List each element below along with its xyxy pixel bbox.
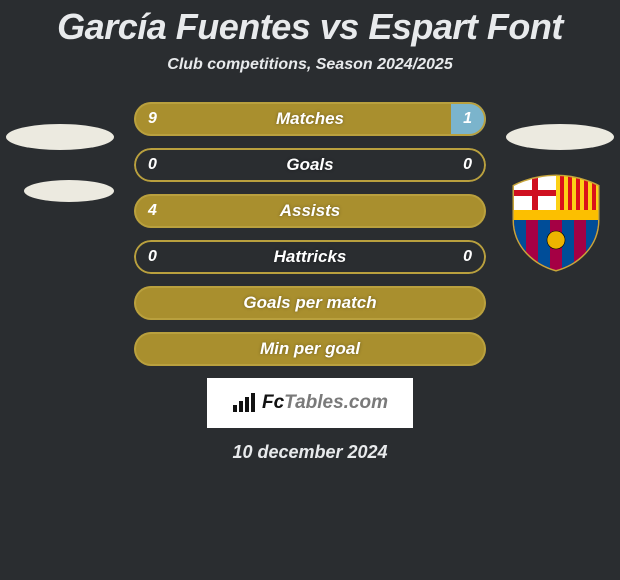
subtitle: Club competitions, Season 2024/2025: [0, 56, 620, 74]
stat-value-right: 0: [463, 148, 472, 182]
comparison-chart: Matches91Goals00Assists4Hattricks00Goals…: [134, 102, 486, 366]
stat-value-right: 1: [463, 102, 472, 136]
stat-row: Goals0 0: [134, 148, 486, 182]
stat-value-right: 0: [463, 240, 472, 274]
stat-row: Hattricks0 0: [134, 240, 486, 274]
stat-label: Goals per match: [134, 286, 486, 320]
stat-label: Matches: [134, 102, 486, 136]
stat-label: Hattricks: [134, 240, 486, 274]
fctables-logo: FcTables.com: [232, 392, 388, 414]
stat-value-left: 0: [148, 148, 157, 182]
brand-suffix: Tables.com: [284, 392, 388, 413]
player-left-ellipse-1: [6, 124, 114, 150]
stat-row: Goals per match: [134, 286, 486, 320]
page-title: García Fuentes vs Espart Font: [0, 0, 620, 48]
stat-value-left: 4: [148, 194, 157, 228]
player-right-ellipse-1: [506, 124, 614, 150]
date-line: 10 december 2024: [0, 442, 620, 463]
player-left-ellipse-2: [24, 180, 114, 202]
stat-value-left: 0: [148, 240, 157, 274]
bars-icon: [232, 393, 258, 413]
stat-label: Assists: [134, 194, 486, 228]
brand-prefix: Fc: [262, 392, 284, 413]
stat-label: Goals: [134, 148, 486, 182]
stat-row: Min per goal: [134, 332, 486, 366]
stat-value-left: 9: [148, 102, 157, 136]
club-crest-right: [506, 172, 606, 272]
stat-label: Min per goal: [134, 332, 486, 366]
stat-row: Assists4: [134, 194, 486, 228]
brand-box: FcTables.com: [207, 378, 413, 428]
stat-row: Matches9 1: [134, 102, 486, 136]
